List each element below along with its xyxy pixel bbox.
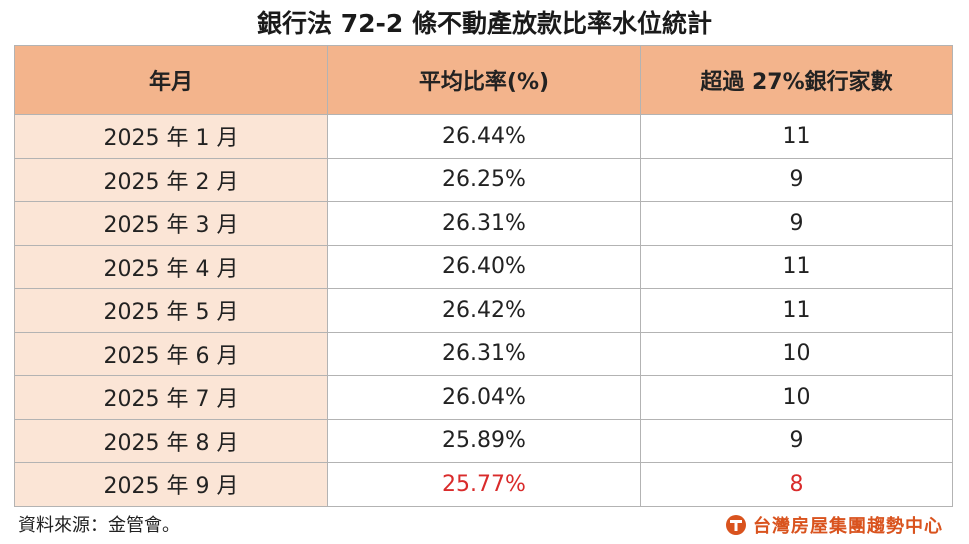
- header-bank-count: 超過 27%銀行家數: [640, 45, 953, 115]
- table-row: 2025 年 5 月 26.42% 11: [14, 288, 953, 333]
- cell-average-ratio: 26.42%: [327, 288, 641, 333]
- cell-average-ratio: 26.25%: [327, 157, 641, 202]
- cell-bank-count: 9: [640, 201, 953, 246]
- cell-bank-count: 9: [640, 418, 953, 463]
- cell-average-ratio: 26.44%: [327, 114, 641, 159]
- table-row: 2025 年 2 月 26.25% 9: [14, 157, 953, 202]
- cell-month: 2025 年 7 月: [14, 375, 328, 420]
- cell-month: 2025 年 3 月: [14, 201, 328, 246]
- brand-mark: 台灣房屋集團趨勢中心: [725, 511, 943, 539]
- cell-average-ratio: 25.77%: [327, 462, 641, 507]
- cell-bank-count: 10: [640, 331, 953, 376]
- cell-bank-count: 9: [640, 157, 953, 202]
- cell-average-ratio: 26.31%: [327, 201, 641, 246]
- cell-month: 2025 年 6 月: [14, 331, 328, 376]
- cell-bank-count: 8: [640, 462, 953, 507]
- cell-bank-count: 11: [640, 114, 953, 159]
- table-row: 2025 年 4 月 26.40% 11: [14, 244, 953, 289]
- table-header-row: 年月 平均比率(%) 超過 27%銀行家數: [14, 45, 953, 115]
- cell-month: 2025 年 8 月: [14, 418, 328, 463]
- cell-average-ratio: 26.31%: [327, 331, 641, 376]
- cell-month: 2025 年 4 月: [14, 244, 328, 289]
- cell-month: 2025 年 1 月: [14, 114, 328, 159]
- header-month: 年月: [14, 45, 328, 115]
- cell-month: 2025 年 2 月: [14, 157, 328, 202]
- brand-name: 台灣房屋集團趨勢中心: [753, 516, 943, 537]
- table-row: 2025 年 8 月 25.89% 9: [14, 418, 953, 463]
- page-title: 銀行法 72-2 條不動產放款比率水位統計: [257, 9, 712, 38]
- table-row: 2025 年 7 月 26.04% 10: [14, 375, 953, 420]
- source-note: 資料來源：金管會。: [18, 515, 180, 536]
- cell-month: 2025 年 5 月: [14, 288, 328, 333]
- header-average-ratio: 平均比率(%): [327, 45, 641, 115]
- cell-bank-count: 11: [640, 288, 953, 333]
- table-row: 2025 年 3 月 26.31% 9: [14, 201, 953, 246]
- ratio-table: 年月 平均比率(%) 超過 27%銀行家數 2025 年 1 月 26.44% 11…: [14, 45, 953, 507]
- table-row: 2025 年 9 月 25.77% 8: [14, 462, 953, 507]
- cell-average-ratio: 25.89%: [327, 418, 641, 463]
- table-row: 2025 年 6 月 26.31% 10: [14, 331, 953, 376]
- cell-average-ratio: 26.40%: [327, 244, 641, 289]
- cell-bank-count: 11: [640, 244, 953, 289]
- table-body: 2025 年 1 月 26.44% 11 2025 年 2 月 26.25% 9 2025 …: [14, 114, 953, 507]
- cell-month: 2025 年 9 月: [14, 462, 328, 507]
- cell-bank-count: 10: [640, 375, 953, 420]
- cell-average-ratio: 26.04%: [327, 375, 641, 420]
- table-row: 2025 年 1 月 26.44% 11: [14, 114, 953, 159]
- taiwan-realty-logo-icon: [726, 515, 746, 535]
